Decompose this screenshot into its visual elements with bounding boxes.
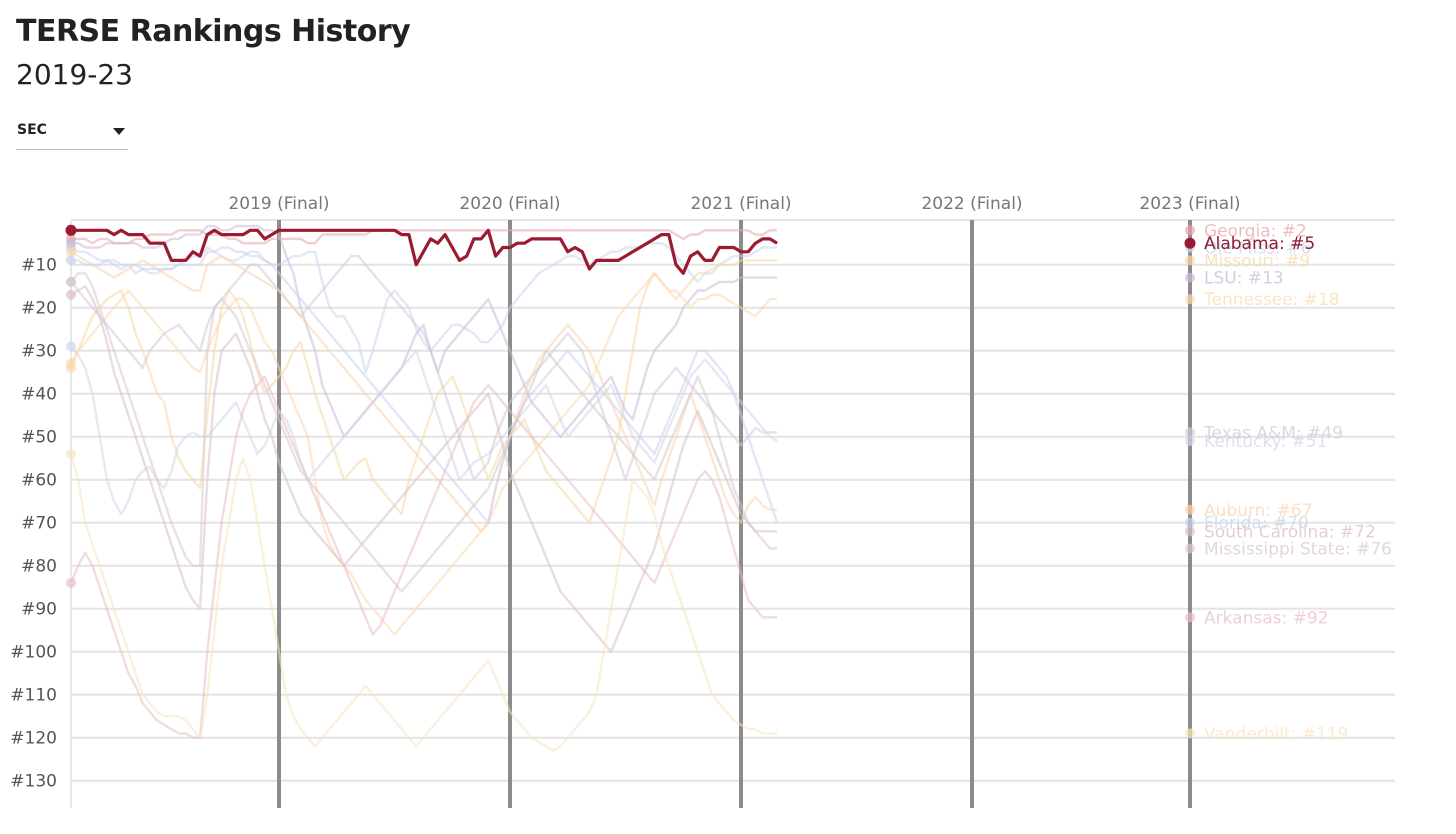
series-line-auburn[interactable]: [70, 250, 778, 533]
y-tick-label: #130: [10, 772, 57, 792]
series-end-dot-alabama: [1184, 237, 1196, 249]
series-start-dot-mississippi-state: [66, 276, 76, 287]
series-start-dot-arkansas: [66, 577, 76, 588]
page-subtitle: 2019-23: [16, 58, 133, 91]
series-label-texas-a-m: Texas A&M: #49: [1203, 423, 1343, 443]
series-line-florida[interactable]: [71, 246, 779, 524]
series-line-missouri[interactable]: [69, 259, 778, 524]
series-end-dot-vanderbilt: [1185, 728, 1195, 739]
series-label-florida: Florida: #70: [1204, 514, 1309, 534]
series-line-tennessee[interactable]: [69, 272, 778, 636]
y-tick-label: #20: [21, 299, 57, 319]
series-start-dot-south-carolina: [66, 289, 76, 300]
y-tick-label: #100: [10, 643, 57, 663]
series-start-dot-auburn: [66, 246, 76, 257]
series-label-tennessee: Tennessee: #18: [1203, 290, 1340, 310]
y-tick-label: #10: [21, 256, 57, 276]
conference-dropdown-value: SEC: [17, 122, 47, 138]
series-start-dot-alabama: [65, 224, 77, 236]
series-label-vanderbilt: Vanderbilt: #119: [1204, 724, 1348, 744]
series-label-kentucky: Kentucky: #51: [1204, 432, 1327, 452]
series-start-dot-kentucky: [66, 341, 76, 352]
series-start-dot-vanderbilt: [66, 448, 76, 459]
series-end-dot-mississippi-state: [1185, 543, 1195, 554]
season-markers: 2019 (Final) 2020 (Final) 2021 (Final) 2022…: [228, 194, 1241, 808]
y-tick-label: #70: [21, 514, 57, 534]
y-tick-label: #30: [21, 342, 57, 362]
season-marker-label: 2021 (Final): [690, 194, 791, 214]
series-label-auburn: Auburn: #67: [1204, 501, 1312, 521]
series-end-dot-tennessee: [1185, 294, 1195, 305]
series-line-georgia[interactable]: [71, 229, 778, 245]
y-tick-label: #90: [21, 600, 57, 620]
series-line-texas-a-m[interactable]: [70, 254, 778, 481]
series-start-dot-lsu: [66, 238, 76, 249]
series-label-south-carolina: South Carolina: #72: [1204, 522, 1376, 542]
season-marker-label: 2020 (Final): [459, 194, 560, 214]
series-start-dot-florida: [66, 255, 76, 266]
y-tick-label: #120: [10, 729, 57, 749]
y-tick-label: #110: [10, 686, 57, 706]
series-label-arkansas: Arkansas: #92: [1204, 608, 1329, 628]
series-line-alabama[interactable]: [71, 228, 778, 275]
y-tick-label: #40: [21, 385, 57, 405]
y-tick-label: #50: [21, 428, 57, 448]
y-tick-label: #60: [21, 471, 57, 491]
series-line-vanderbilt[interactable]: [69, 453, 778, 752]
series-label-mississippi-state: Mississippi State: #76: [1204, 540, 1392, 560]
series-line-arkansas[interactable]: [69, 375, 778, 739]
series-end-dot-lsu: [1185, 272, 1195, 283]
series-end-dot-kentucky: [1185, 436, 1195, 446]
series-start-dot-tennessee: [66, 362, 76, 373]
page-title: TERSE Rankings History: [16, 14, 411, 49]
series-label-ole-miss: Ole Miss: #6: [1204, 239, 1311, 259]
season-marker-label: 2019 (Final): [228, 194, 329, 214]
chevron-down-icon: [113, 128, 125, 135]
series-line-mississippi-state[interactable]: [70, 272, 778, 593]
y-tick-label: #80: [21, 557, 57, 577]
series-end-dot-florida: [1185, 517, 1195, 528]
series-lines: [65, 224, 1196, 752]
series-end-dot-georgia: [1185, 225, 1195, 236]
series-end-dot-missouri: [1185, 255, 1195, 266]
series-label-georgia: Georgia: #2: [1204, 221, 1307, 241]
series-end-dot-south-carolina: [1185, 526, 1195, 537]
series-end-dot-arkansas: [1185, 612, 1195, 623]
series-label-lsu: LSU: #13: [1204, 269, 1284, 289]
y-axis-ticks: #10 #20 #30 #40 #50 #60 #70 #80 #90 #100 #110 #120 #…: [10, 256, 57, 792]
series-end-dot-texas-a-m: [1185, 427, 1195, 438]
series-line-lsu[interactable]: [71, 224, 778, 438]
series-line-kentucky[interactable]: [70, 345, 778, 516]
series-label-alabama: Alabama: #5: [1204, 234, 1315, 254]
conference-dropdown[interactable]: SEC: [16, 118, 128, 150]
season-marker-label: 2022 (Final): [921, 194, 1022, 214]
series-end-dot-auburn: [1185, 504, 1195, 515]
season-marker-label: 2023 (Final): [1139, 194, 1240, 214]
series-label-missouri: Missouri: #9: [1204, 251, 1310, 271]
